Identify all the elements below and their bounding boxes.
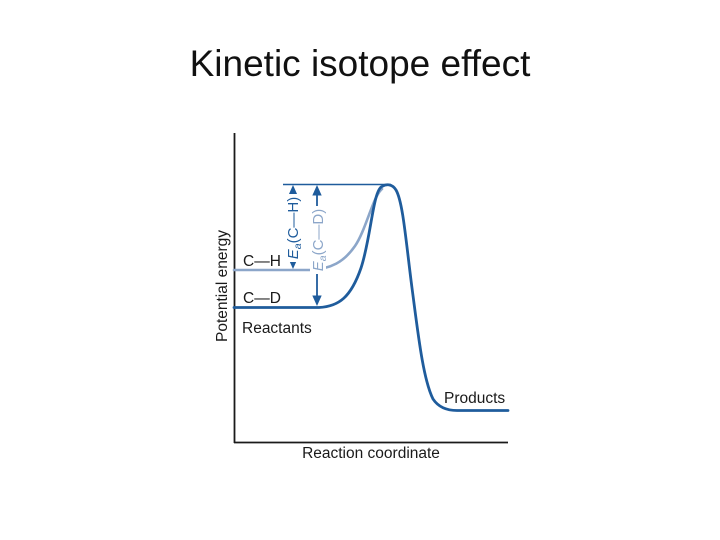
ea-cd-arrowhead-up-icon [312, 185, 322, 196]
y-axis-label-group: Potential energy [214, 230, 231, 342]
ea-ch-label-backing [285, 194, 301, 262]
x-axis-label: Reaction coordinate [302, 445, 440, 462]
slide-title: Kinetic isotope effect [189, 43, 531, 84]
ea-ch-arrowhead-up-icon [288, 185, 298, 196]
ea-cd-bond: (C—D) [310, 209, 327, 256]
ea-ch-subscript: a [292, 243, 304, 249]
ea-ch-label: Ea(C—H) [285, 194, 304, 262]
cd-energy-curve [232, 183, 510, 412]
cd-level-label: C—D [243, 290, 281, 307]
svg-text:Ea(C—H): Ea(C—H) [285, 197, 304, 260]
y-axis-label: Potential energy [214, 230, 231, 342]
ea-cd-symbol: E [310, 260, 327, 271]
ch-level-label: C—H [243, 253, 281, 270]
ea-cd-subscript: a [317, 255, 329, 261]
ea-ch-bond: (C—H) [285, 197, 302, 244]
ea-cd-arrowhead-down-icon [312, 295, 322, 306]
products-label: Products [444, 390, 505, 407]
ea-ch-symbol: E [285, 248, 302, 259]
ea-cd-label-backing [310, 206, 326, 274]
reactants-label: Reactants [242, 320, 312, 337]
svg-text:Ea(C—D): Ea(C—D) [310, 209, 329, 272]
ea-cd-label: Ea(C—D) [310, 206, 329, 274]
